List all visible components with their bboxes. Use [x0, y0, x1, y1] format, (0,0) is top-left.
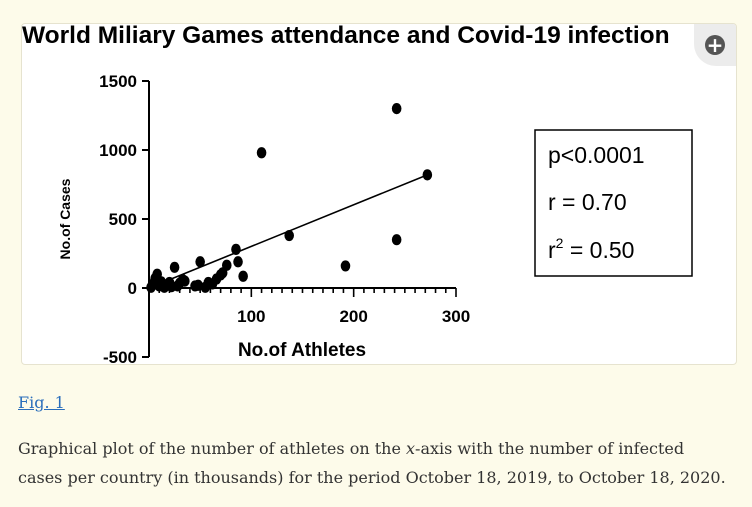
- zoom-in-icon: +: [705, 33, 725, 57]
- y-tick-label: 1500: [99, 72, 137, 91]
- data-point: [340, 260, 351, 272]
- y-tick-label: -500: [103, 348, 137, 364]
- figure-frame: World Miliary Games attendance and Covid…: [21, 23, 737, 365]
- x-axis: 100 200 300: [149, 287, 470, 326]
- data-point: [233, 256, 243, 268]
- y-tick-label: 1000: [99, 141, 137, 160]
- data-points: [146, 103, 433, 293]
- x-axis-label: No.of Athletes: [238, 340, 366, 361]
- data-point: [391, 234, 402, 246]
- data-point: [195, 256, 205, 268]
- caption-text-1: Graphical plot of the number of athletes…: [18, 439, 407, 458]
- y-tick-label: 500: [109, 210, 137, 229]
- p-value-text: p<0.0001: [548, 142, 645, 168]
- data-point: [256, 147, 267, 159]
- y-axis-label: No.of Cases: [57, 178, 73, 259]
- figure-caption: Graphical plot of the number of athletes…: [18, 434, 730, 492]
- chart-title: World Miliary Games attendance and Covid…: [22, 24, 670, 49]
- r-squared-text: r2 = 0.50: [548, 235, 634, 263]
- x-tick-label: 200: [339, 307, 367, 326]
- zoom-button[interactable]: +: [694, 24, 736, 66]
- data-point: [231, 243, 241, 255]
- x-tick-label: 100: [237, 307, 265, 326]
- caption-variable: x: [406, 439, 416, 458]
- data-point: [180, 275, 190, 287]
- data-point: [238, 270, 248, 282]
- data-point: [169, 261, 180, 273]
- figure-link[interactable]: Fig. 1: [18, 393, 65, 412]
- scatter-chart: World Miliary Games attendance and Covid…: [22, 24, 693, 364]
- stats-box: p<0.0001 r = 0.70 r2 = 0.50: [534, 129, 693, 277]
- data-point: [422, 169, 433, 181]
- caption-text-2: -axis with the number of infected cases …: [18, 439, 726, 487]
- data-point: [193, 279, 203, 291]
- data-point: [221, 259, 232, 271]
- r-value-text: r = 0.70: [548, 189, 627, 215]
- y-tick-label: 0: [128, 279, 137, 298]
- x-tick-label: 300: [442, 307, 470, 326]
- data-point: [284, 229, 294, 242]
- y-axis: -500 0 500 1000 1500: [99, 72, 150, 364]
- data-point: [391, 103, 402, 115]
